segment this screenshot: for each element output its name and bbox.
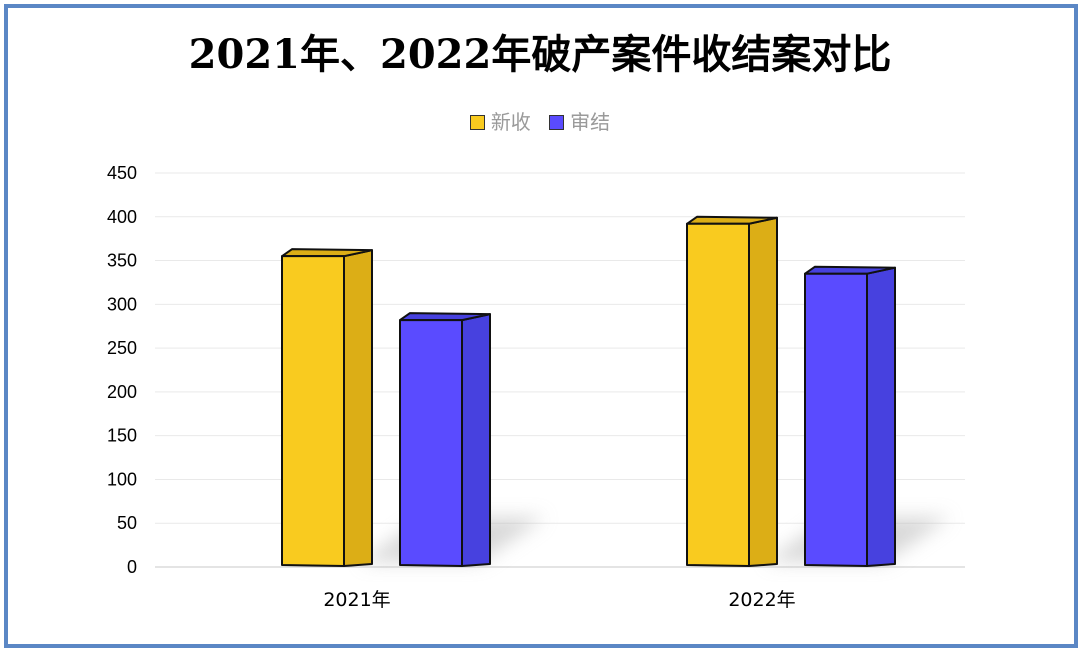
y-tick-label: 200	[107, 382, 137, 402]
y-tick-label: 100	[107, 469, 137, 489]
x-tick-label: 2022年	[728, 589, 795, 611]
bar-1-2	[686, 222, 750, 567]
chart-title: 2021年、2022年破产案件收结案对比	[188, 31, 892, 78]
y-tick-label: 300	[107, 294, 137, 314]
bar-1-1	[281, 255, 345, 567]
legend-swatch-series-1	[469, 115, 485, 130]
legend-item-series-1: 新收	[469, 106, 531, 135]
y-tick-label: 450	[107, 163, 137, 183]
bar-side	[343, 249, 373, 567]
bar-2-2	[804, 272, 868, 567]
bar-side	[866, 266, 896, 567]
legend-item-series-2: 审结	[549, 106, 610, 135]
y-tick-label: 0	[127, 557, 137, 577]
y-tick-label: 350	[107, 251, 137, 271]
y-tick-label: 400	[107, 207, 137, 227]
legend-swatch-series-2	[549, 115, 565, 130]
legend: 新收 审结	[0, 106, 1080, 135]
bar-side	[461, 313, 491, 567]
y-tick-label: 50	[117, 513, 137, 533]
y-tick-label: 150	[107, 426, 137, 446]
y-tick-label: 250	[107, 338, 137, 358]
bar-2-1	[399, 319, 463, 567]
bar-side	[748, 216, 778, 567]
x-tick-label: 2021年	[323, 589, 390, 611]
legend-label-series-2: 审结	[570, 110, 611, 134]
legend-label-series-1: 新收	[490, 110, 531, 134]
